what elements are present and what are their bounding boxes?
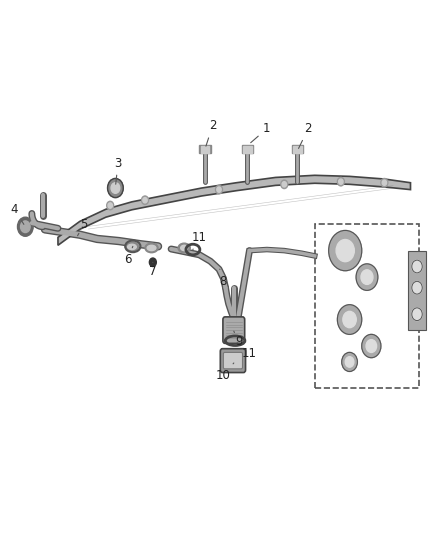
Circle shape	[339, 179, 343, 184]
Text: 4: 4	[11, 203, 24, 224]
Circle shape	[361, 270, 373, 285]
Circle shape	[215, 185, 223, 194]
Ellipse shape	[181, 245, 187, 251]
Circle shape	[412, 308, 422, 320]
Circle shape	[343, 311, 356, 328]
FancyBboxPatch shape	[220, 349, 246, 373]
Circle shape	[282, 182, 286, 187]
Circle shape	[281, 180, 288, 189]
Text: 6: 6	[124, 246, 133, 266]
Circle shape	[337, 305, 362, 334]
Circle shape	[21, 221, 30, 232]
Ellipse shape	[127, 244, 136, 249]
Text: 7: 7	[149, 262, 157, 278]
Bar	[243, 146, 252, 153]
FancyBboxPatch shape	[223, 317, 245, 343]
Circle shape	[382, 180, 387, 185]
Circle shape	[362, 334, 381, 358]
Text: 9: 9	[234, 331, 243, 348]
Circle shape	[412, 260, 422, 273]
Text: 10: 10	[216, 363, 234, 382]
Circle shape	[328, 230, 362, 271]
Ellipse shape	[145, 243, 158, 253]
Bar	[315, 224, 419, 389]
Text: 5: 5	[78, 217, 88, 236]
Circle shape	[412, 281, 422, 294]
Bar	[292, 144, 303, 152]
Circle shape	[107, 201, 114, 210]
Circle shape	[336, 239, 354, 262]
Circle shape	[337, 177, 344, 186]
Circle shape	[111, 183, 120, 193]
Bar	[242, 144, 253, 152]
Text: 3: 3	[114, 157, 122, 184]
Text: 2: 2	[206, 119, 216, 146]
Circle shape	[149, 258, 156, 266]
Text: 1: 1	[251, 122, 271, 143]
Circle shape	[345, 357, 354, 367]
PathPatch shape	[58, 175, 410, 245]
Circle shape	[342, 352, 357, 372]
Text: 11: 11	[237, 343, 257, 360]
Ellipse shape	[178, 243, 190, 253]
Text: 8: 8	[220, 269, 227, 288]
Circle shape	[141, 196, 148, 205]
Circle shape	[217, 187, 221, 192]
Bar	[199, 144, 211, 152]
Circle shape	[143, 198, 147, 203]
Text: 11: 11	[192, 231, 207, 249]
Circle shape	[356, 264, 378, 290]
Text: 2: 2	[299, 122, 312, 148]
Bar	[201, 146, 209, 153]
Circle shape	[381, 179, 388, 187]
Bar	[293, 146, 302, 153]
Bar	[408, 251, 426, 330]
Circle shape	[108, 179, 123, 198]
Ellipse shape	[125, 242, 138, 252]
Circle shape	[18, 217, 33, 236]
Ellipse shape	[147, 245, 156, 251]
Circle shape	[366, 340, 377, 352]
Circle shape	[108, 203, 113, 208]
FancyBboxPatch shape	[223, 352, 243, 369]
